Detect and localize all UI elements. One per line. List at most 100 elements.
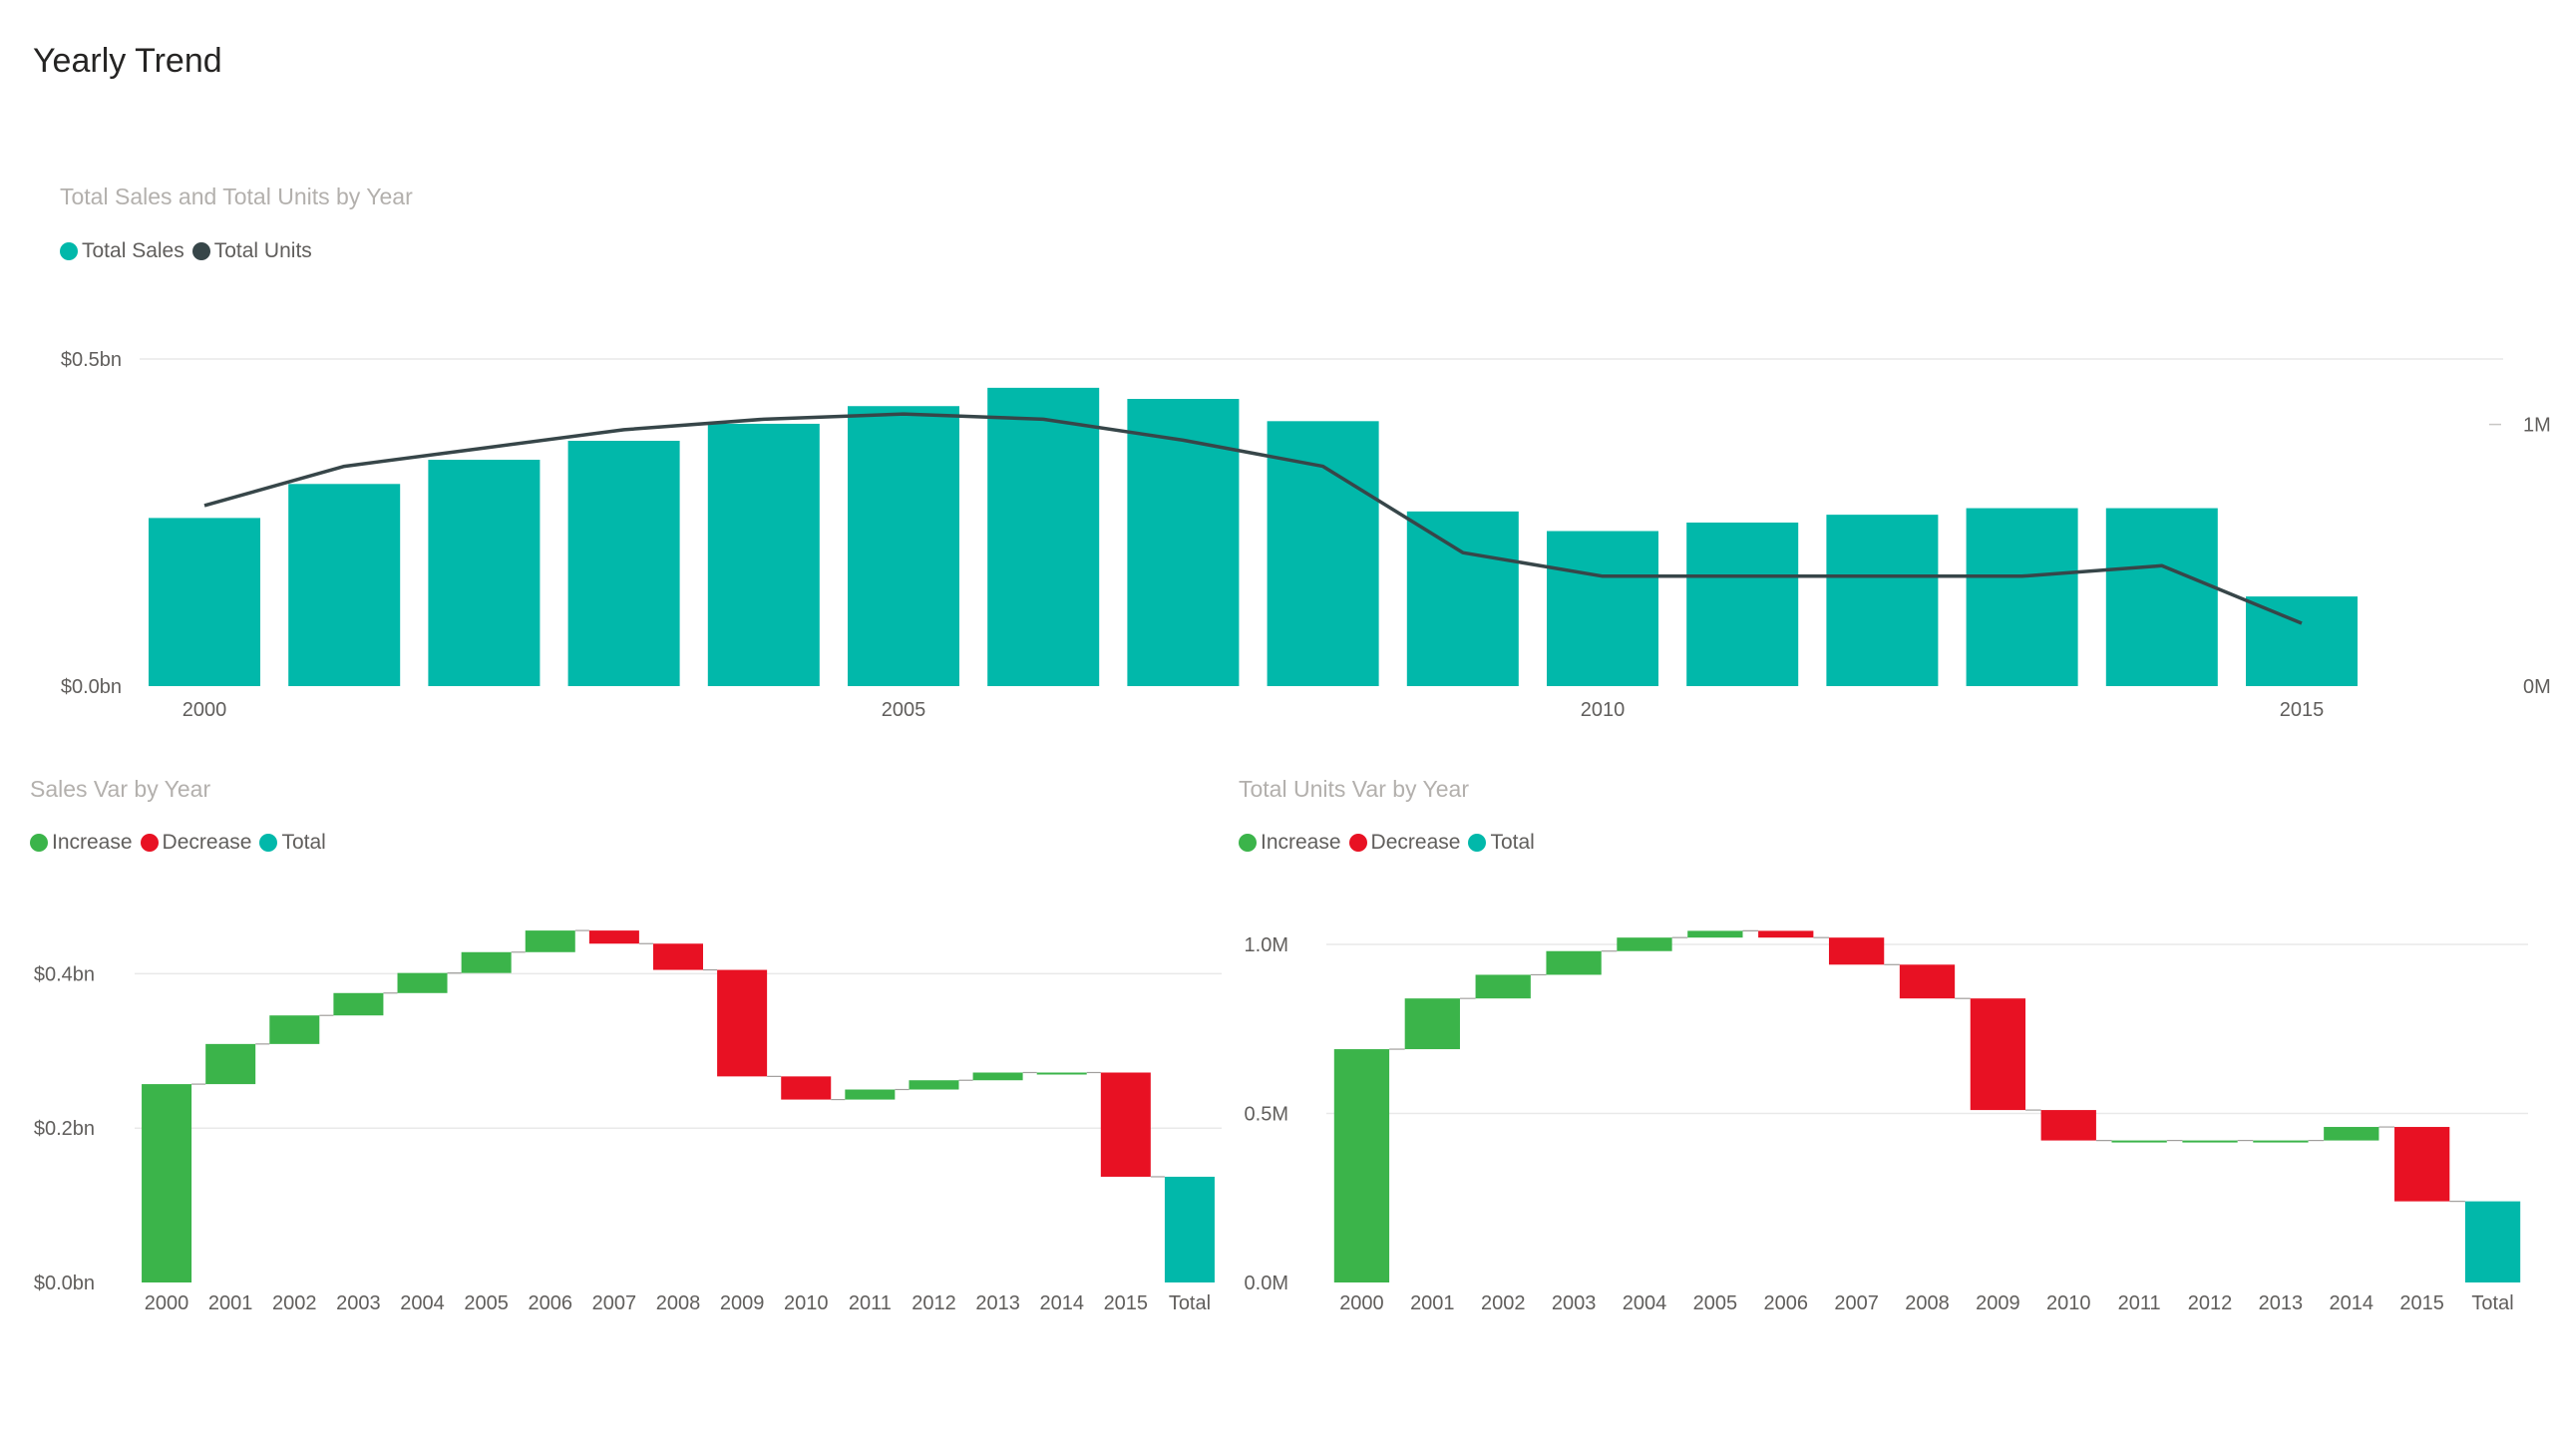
- x-axis-tick-label: 2010: [1581, 699, 1626, 721]
- sales-units-chart-title: Total Sales and Total Units by Year: [60, 183, 413, 209]
- legend-item-total-units[interactable]: Total Units: [191, 239, 312, 263]
- x-axis-tick-label: 2012: [2188, 1292, 2233, 1314]
- bar-increase: [461, 951, 512, 973]
- legend-item-total-sales[interactable]: Total Sales: [60, 239, 184, 263]
- x-axis-tick-label: 2015: [1104, 1292, 1149, 1314]
- bar-decrease: [1970, 998, 2026, 1111]
- x-axis-tick-label: 2008: [1905, 1292, 1950, 1314]
- x-axis-tick-label: 2005: [882, 699, 926, 721]
- bar-increase: [269, 1015, 320, 1044]
- legend-label-total: Total: [281, 831, 326, 854]
- x-axis-tick-label: 2014: [1039, 1292, 1084, 1314]
- units-var-legend: Increase Decrease Total: [1239, 831, 1543, 855]
- legend-dot-increase: [1239, 834, 1257, 852]
- legend-dot-total: [259, 834, 278, 852]
- x-axis-tick-label: 2011: [849, 1292, 892, 1314]
- legend-label-decrease: Decrease: [1370, 831, 1461, 854]
- x-axis-tick-label: 2006: [1763, 1292, 1808, 1314]
- x-axis-tick-label: 2011: [2118, 1292, 2161, 1314]
- bar-total-sales: [1826, 515, 1939, 686]
- bar-increase: [1687, 930, 1743, 938]
- bar-increase: [1475, 974, 1531, 999]
- legend-label-total: Total: [1490, 831, 1535, 854]
- legend-item-total[interactable]: Total: [259, 831, 326, 855]
- bar-total-sales: [1127, 399, 1240, 686]
- bar-total-sales: [2246, 596, 2358, 686]
- x-axis-tick-label: 2000: [1339, 1292, 1384, 1314]
- x-axis-tick-label: 2004: [1623, 1292, 1667, 1314]
- bar-total-sales: [848, 406, 959, 686]
- bar-decrease: [2394, 1127, 2450, 1202]
- legend-dot-total-sales: [60, 242, 78, 260]
- legend-dot-decrease: [1348, 834, 1367, 852]
- bar-total: [2464, 1201, 2521, 1282]
- bar-increase: [2324, 1127, 2379, 1141]
- legend-label-increase: Increase: [1261, 831, 1341, 854]
- legend-dot-decrease: [140, 834, 159, 852]
- x-axis-tick-label: 2004: [400, 1292, 445, 1314]
- x-axis-tick-label: 2002: [1481, 1292, 1526, 1314]
- bar-increase: [845, 1089, 896, 1100]
- bar-decrease: [652, 943, 704, 970]
- y-axis-tick-label: $0.0bn: [61, 676, 122, 698]
- x-axis-tick-label: 2013: [975, 1292, 1020, 1314]
- bar-increase: [333, 992, 384, 1016]
- x-axis-tick-label: 2009: [720, 1292, 765, 1314]
- x-axis-tick-label: 2001: [1410, 1292, 1455, 1314]
- y-axis-tick-label: $0.5bn: [61, 349, 122, 371]
- sales-var-legend: Increase Decrease Total: [30, 831, 334, 855]
- legend-item-increase[interactable]: Increase: [1239, 831, 1341, 855]
- bar-increase: [1404, 998, 1460, 1050]
- bar-decrease: [588, 930, 639, 944]
- bar-increase: [1036, 1072, 1087, 1075]
- bar-total-sales: [1406, 511, 1519, 686]
- legend-item-decrease[interactable]: Decrease: [1348, 831, 1461, 855]
- legend-dot-total: [1468, 834, 1487, 852]
- bar-increase: [2253, 1140, 2309, 1143]
- bar-increase: [205, 1043, 256, 1085]
- y-axis-tick-label: $0.0bn: [34, 1273, 95, 1294]
- bar-decrease: [1828, 937, 1885, 965]
- y-axis-tick-label: $0.4bn: [34, 963, 95, 985]
- legend-label-increase: Increase: [52, 831, 133, 854]
- x-axis-tick-label: 2000: [145, 1292, 189, 1314]
- page-title: Yearly Trend: [33, 42, 222, 80]
- bar-decrease: [1899, 964, 1956, 999]
- x-axis-tick-label: 2015: [2399, 1292, 2444, 1314]
- x-axis-tick-label: 2007: [1834, 1292, 1879, 1314]
- x-axis-tick-label: 2003: [336, 1292, 381, 1314]
- x-axis-tick-label: 2002: [272, 1292, 317, 1314]
- bar-total-sales: [567, 441, 680, 686]
- y-axis-tick-label: $0.2bn: [34, 1118, 95, 1140]
- x-axis-tick-label: 2003: [1552, 1292, 1597, 1314]
- bar-increase: [2182, 1140, 2238, 1143]
- x-axis-tick-label: 2012: [912, 1292, 956, 1314]
- legend-item-total[interactable]: Total: [1468, 831, 1535, 855]
- bar-total-sales: [987, 387, 1100, 686]
- bar-total-sales: [1966, 508, 2078, 686]
- x-axis-tick-label: 2009: [1976, 1292, 2020, 1314]
- units-var-chart-title: Total Units Var by Year: [1239, 776, 1469, 802]
- x-axis-tick-label: 2001: [208, 1292, 253, 1314]
- legend-dot-increase: [30, 834, 48, 852]
- y-axis-tick-label: 1.0M: [1245, 934, 1288, 956]
- bar-decrease: [2040, 1110, 2096, 1141]
- bar-increase: [909, 1080, 959, 1090]
- bar-total-sales: [707, 423, 820, 686]
- legend-item-increase[interactable]: Increase: [30, 831, 133, 855]
- bar-increase: [2111, 1140, 2167, 1143]
- bar-total-sales: [288, 484, 401, 686]
- bar-increase: [972, 1072, 1023, 1081]
- x-axis-tick-label: Total: [2471, 1292, 2513, 1314]
- bar-decrease: [781, 1076, 832, 1100]
- y-axis-tick-label: 0.0M: [1245, 1273, 1288, 1294]
- sales-units-legend: Total Sales Total Units: [60, 239, 320, 263]
- y-axis-tick-label: 0.5M: [1245, 1103, 1288, 1125]
- legend-label-total-sales: Total Sales: [82, 239, 184, 262]
- legend-item-decrease[interactable]: Decrease: [140, 831, 251, 855]
- sales-var-chart-title: Sales Var by Year: [30, 776, 211, 802]
- bar-increase: [1546, 950, 1602, 975]
- bar-total-sales: [1547, 531, 1658, 686]
- x-axis-tick-label: 2005: [464, 1292, 509, 1314]
